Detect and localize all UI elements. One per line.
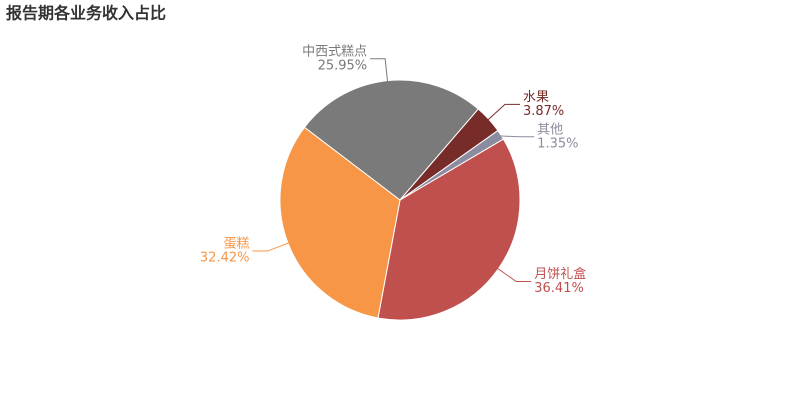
pie-slice <box>399 129 505 201</box>
leader-line <box>370 58 389 83</box>
slice-value-label: 36.41% <box>534 281 584 296</box>
slice-value-label: 32.42% <box>200 251 250 266</box>
slice-label: 其他 <box>537 122 563 137</box>
slice-label: 水果 <box>523 90 549 105</box>
slice-label: 蛋糕 <box>223 237 249 252</box>
leader-line <box>486 103 520 121</box>
slice-label: 中西式糕点 <box>302 44 367 59</box>
leader-line <box>252 241 291 252</box>
leader-line <box>499 135 535 138</box>
slice-value-label: 25.95% <box>318 58 368 73</box>
slice-value-label: 1.35% <box>537 136 578 151</box>
slice-label: 月饼礼盒 <box>534 266 586 282</box>
slice-value-label: 3.87% <box>523 104 564 119</box>
chart-title: 报告期各业务收入占比 <box>6 4 166 23</box>
leader-line <box>496 267 532 283</box>
